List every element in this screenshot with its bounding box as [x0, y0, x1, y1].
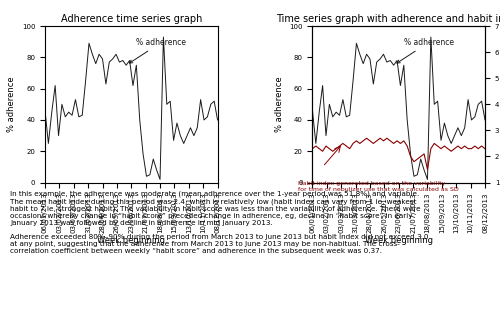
Text: % adherence: % adherence — [130, 38, 186, 63]
Y-axis label: % adherence: % adherence — [274, 77, 283, 132]
X-axis label: Week beginning: Week beginning — [364, 236, 432, 245]
X-axis label: Week beginning: Week beginning — [98, 236, 166, 245]
Title: Adherence time series graph: Adherence time series graph — [60, 14, 202, 24]
Title: Time series graph with adherence and habit index: Time series graph with adherence and hab… — [276, 14, 500, 24]
Y-axis label: % adherence: % adherence — [7, 77, 16, 132]
Text: In this example, the adherence was moderate (mean adherence over the 1-year peri: In this example, the adherence was moder… — [10, 191, 428, 254]
Text: % adherence: % adherence — [397, 38, 454, 63]
Text: Habit index generated based on the variability
for time of nebulizer use that wa: Habit index generated based on the varia… — [298, 181, 458, 192]
